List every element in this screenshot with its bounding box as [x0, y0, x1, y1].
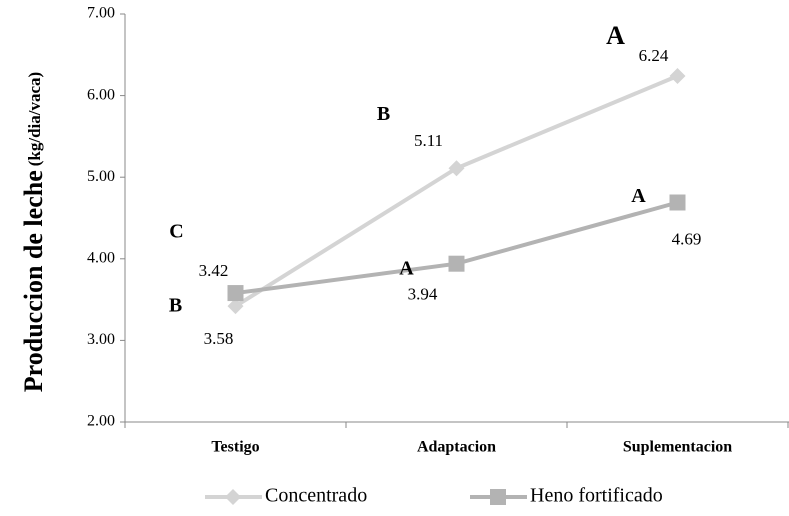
- y-axis-label-main: Produccion de leche: [19, 170, 48, 392]
- point-marker: [227, 285, 244, 302]
- data-label: 5.11: [414, 131, 443, 150]
- data-label: 3.58: [204, 329, 234, 348]
- legend-marker: [490, 489, 506, 505]
- y-tick-label: 2.00: [87, 413, 115, 430]
- x-tick-label: Suplementacion: [623, 439, 732, 456]
- data-label: 3.94: [408, 285, 438, 304]
- point-marker: [227, 298, 244, 315]
- y-tick-label: 7.00: [87, 5, 115, 22]
- significance-letter: B: [169, 295, 182, 317]
- x-tick-label: Testigo: [211, 439, 259, 456]
- significance-letter: A: [631, 185, 646, 207]
- y-tick-label: 6.00: [87, 86, 115, 103]
- y-tick-label: 4.00: [87, 249, 115, 266]
- legend-label: Heno fortificado: [530, 485, 663, 507]
- legend-marker: [225, 489, 241, 505]
- x-tick-label: Adaptacion: [417, 439, 496, 456]
- significance-letter: B: [377, 103, 390, 125]
- point-marker: [669, 68, 686, 85]
- y-axis-label: Produccion de leche (kg/dia/vaca): [19, 72, 48, 392]
- y-axis-label-unit: (kg/dia/vaca): [25, 72, 44, 166]
- data-label: 3.42: [199, 261, 229, 280]
- significance-letter: A: [399, 257, 414, 279]
- point-marker: [448, 160, 465, 177]
- series-line: [235, 200, 679, 296]
- significance-letter: A: [606, 21, 625, 50]
- y-tick-label: 5.00: [87, 168, 115, 185]
- point-marker: [448, 255, 465, 272]
- data-label: 6.24: [639, 46, 669, 65]
- point-marker: [669, 194, 686, 211]
- data-label: 4.69: [672, 229, 702, 248]
- legend-label: Concentrado: [265, 485, 367, 507]
- y-tick-label: 3.00: [87, 331, 115, 348]
- significance-letter: C: [169, 221, 183, 243]
